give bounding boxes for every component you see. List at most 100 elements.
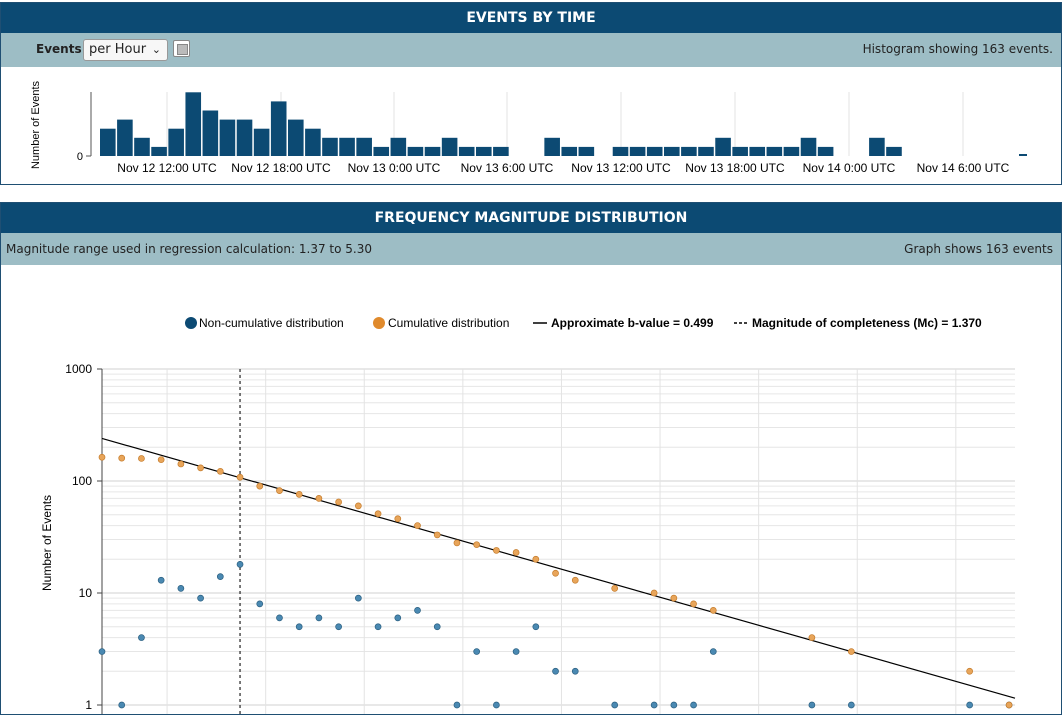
cum-point — [808, 634, 816, 641]
histogram-bar — [493, 146, 509, 156]
noncum-point — [670, 701, 678, 709]
cum-point — [394, 515, 402, 523]
noncum-point — [571, 667, 579, 675]
bvalue-legend-label[interactable]: Approximate b-value = 0.499 — [551, 316, 714, 330]
cum-point — [335, 498, 342, 506]
noncum-point — [532, 623, 540, 631]
histogram-bar — [646, 146, 663, 156]
histogram-x-tick-label: Nov 14 6:00 UTC — [917, 161, 1010, 175]
cum-point — [650, 589, 658, 597]
noncum-point — [433, 623, 441, 631]
histogram-bar — [339, 137, 355, 156]
fmd-y-tick-label: 100 — [72, 474, 92, 488]
cum-point — [276, 487, 283, 495]
histogram-bar — [441, 137, 458, 156]
histogram-bar — [390, 137, 407, 156]
cum-point — [414, 522, 421, 529]
cum-point — [512, 549, 520, 556]
events-by-time-header: EVENTS BY TIME — [1, 3, 1061, 33]
noncum-point — [216, 573, 224, 580]
fmd-chart: Non-cumulative distribution Cumulative d… — [40, 316, 1017, 718]
events-label: Events — [36, 42, 82, 56]
events-toolbar: Events per Hour ⌄ Histogram showing 163 … — [1, 33, 1061, 67]
cum-point — [709, 606, 717, 614]
cum-legend-label[interactable]: Cumulative distribution — [388, 316, 509, 330]
toggle-checkbox[interactable] — [173, 40, 190, 57]
noncum-point — [808, 701, 816, 709]
histogram-bar — [612, 146, 629, 156]
noncum-point — [276, 614, 283, 622]
histogram-bar — [270, 101, 287, 156]
histogram-y-tick-label: 0 — [77, 151, 83, 163]
bvalue-line — [101, 437, 1016, 699]
histogram-bar — [253, 128, 270, 156]
fmd-y-tick-label: 1 — [85, 698, 92, 712]
cum-legend-marker — [373, 317, 385, 329]
bin-select[interactable]: per Hour ⌄ — [83, 39, 168, 61]
bin-select-value: per Hour — [89, 42, 147, 57]
noncum-point — [157, 576, 165, 584]
noncum-point — [315, 614, 323, 622]
fmd-y-tick-label: 10 — [79, 586, 93, 600]
fmd-legend: Non-cumulative distribution Cumulative d… — [185, 316, 982, 330]
histogram-x-tick-label: Nov 13 0:00 UTC — [348, 161, 441, 175]
cum-point — [197, 464, 204, 472]
histogram-bar — [544, 137, 560, 156]
cum-point — [354, 502, 362, 510]
histogram-bar — [373, 146, 390, 156]
histogram-y-axis-label: Number of Events — [30, 80, 42, 169]
cum-point — [177, 460, 185, 468]
fmd-y-tick-label: 1000 — [65, 362, 92, 376]
noncum-legend-marker — [185, 317, 197, 329]
histogram-bar — [476, 146, 492, 156]
cum-point — [118, 454, 126, 462]
histogram-bar — [886, 146, 902, 156]
noncum-point — [98, 648, 106, 655]
histogram-bar — [424, 146, 441, 156]
noncum-legend-label[interactable]: Non-cumulative distribution — [199, 316, 344, 330]
histogram-x-tick-label: Nov 12 18:00 UTC — [231, 161, 331, 175]
histogram-bar — [458, 146, 475, 156]
mc-legend-label[interactable]: Magnitude of completeness (Mc) = 1.370 — [752, 316, 982, 330]
regression-range-text: Magnitude range used in regression calcu… — [6, 242, 372, 256]
noncum-point — [295, 623, 303, 631]
histogram-bar — [817, 146, 834, 156]
cum-point — [552, 569, 559, 577]
noncum-point — [709, 648, 717, 655]
histogram-bar — [869, 137, 885, 156]
histogram-summary: Histogram showing 163 events. — [862, 42, 1053, 56]
noncum-point — [453, 701, 461, 709]
cum-point — [295, 490, 303, 498]
fmd-infobar: Magnitude range used in regression calcu… — [1, 233, 1061, 265]
noncum-point — [611, 701, 619, 709]
cum-point — [473, 541, 481, 549]
histogram-bar — [681, 146, 697, 156]
cum-point — [670, 594, 678, 602]
histogram-x-tick-label: Nov 13 18:00 UTC — [685, 161, 785, 175]
noncum-point — [374, 623, 382, 631]
noncum-point — [118, 701, 126, 709]
fmd-header: FREQUENCY MAGNITUDE DISTRIBUTION — [1, 203, 1061, 233]
cum-point — [236, 473, 244, 481]
cum-point — [453, 539, 461, 547]
fmd-summary: Graph shows 163 events — [904, 242, 1053, 256]
cum-point — [532, 555, 540, 563]
cum-point — [493, 547, 500, 554]
noncum-point — [493, 701, 500, 709]
noncum-point — [138, 634, 145, 641]
histogram-bar — [766, 146, 783, 156]
noncum-point — [354, 594, 362, 602]
noncum-point — [177, 585, 185, 592]
cum-point — [98, 453, 106, 461]
histogram-bar — [698, 146, 714, 156]
cum-point — [216, 467, 224, 475]
histogram-bar — [151, 146, 167, 156]
noncum-point — [394, 614, 402, 622]
noncum-point — [414, 606, 421, 614]
events-by-time-panel: EVENTS BY TIME Events per Hour ⌄ Histogr… — [0, 2, 1062, 185]
noncum-point — [335, 623, 342, 631]
histogram-bar — [202, 110, 219, 156]
histogram-x-tick-label: Nov 14 0:00 UTC — [803, 161, 896, 175]
noncum-point — [197, 594, 204, 602]
histogram-bar — [134, 137, 150, 156]
